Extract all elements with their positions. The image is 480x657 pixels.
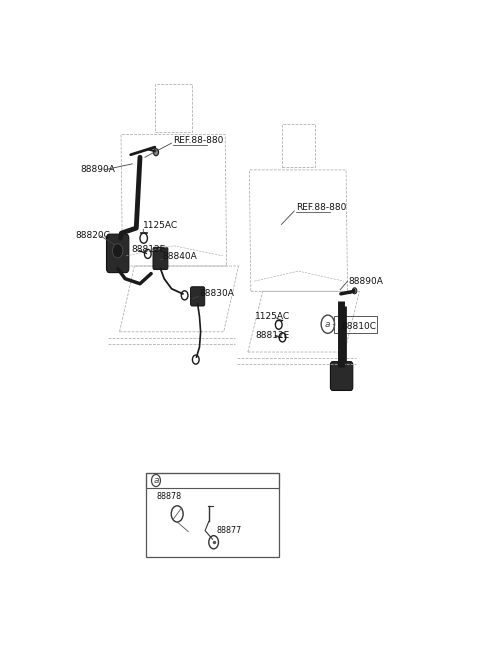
FancyBboxPatch shape (330, 361, 353, 390)
Text: 88812E: 88812E (255, 331, 289, 340)
Bar (145, 474, 279, 557)
FancyBboxPatch shape (191, 286, 204, 306)
Circle shape (352, 288, 357, 294)
Text: 88810C: 88810C (341, 322, 376, 330)
Circle shape (154, 148, 158, 156)
Text: 88812E: 88812E (132, 245, 166, 254)
Text: 88820C: 88820C (76, 231, 110, 240)
Text: 88890A: 88890A (81, 166, 115, 174)
Text: 88890A: 88890A (348, 277, 383, 286)
Text: 1125AC: 1125AC (144, 221, 179, 230)
Text: REF.88-880: REF.88-880 (296, 204, 347, 212)
Text: a: a (325, 320, 331, 328)
FancyBboxPatch shape (107, 234, 129, 273)
Bar (145, 474, 279, 487)
Text: 1125AC: 1125AC (255, 312, 290, 321)
Text: 88840A: 88840A (163, 252, 197, 261)
Circle shape (112, 244, 123, 258)
Text: 88878: 88878 (156, 492, 182, 501)
FancyBboxPatch shape (153, 247, 168, 269)
Bar (334, 316, 377, 333)
Text: 88877: 88877 (217, 526, 242, 535)
Text: a: a (153, 476, 159, 485)
Text: REF.88-880: REF.88-880 (173, 136, 224, 145)
Text: 88830A: 88830A (200, 289, 234, 298)
